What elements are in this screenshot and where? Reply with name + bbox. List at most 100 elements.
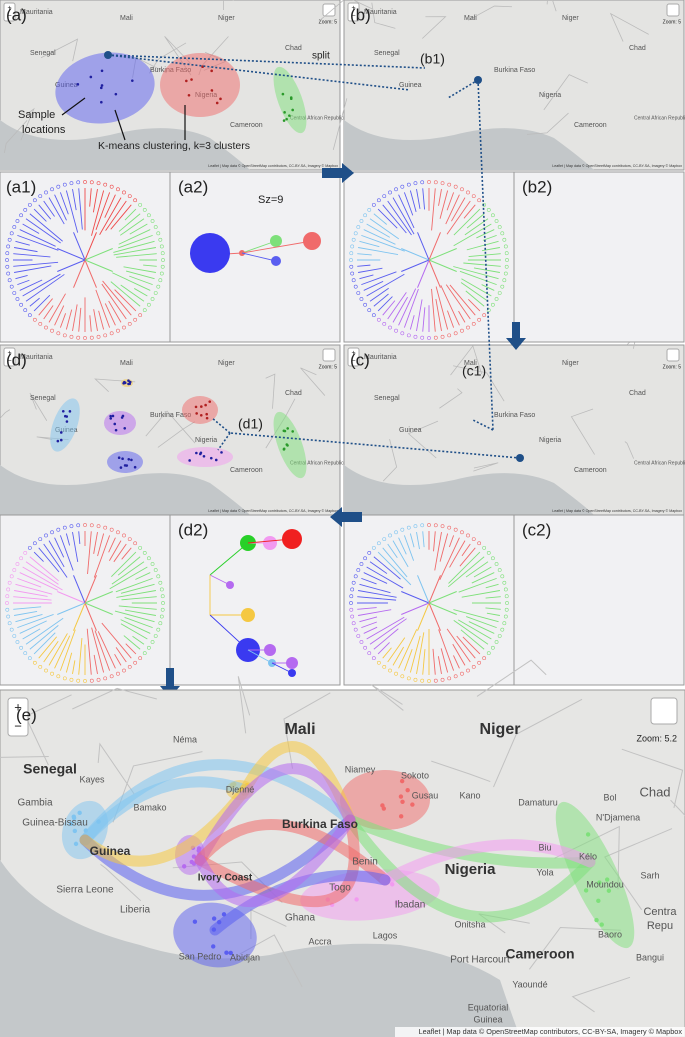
tree-leaf [56, 674, 61, 679]
tree-branch [373, 556, 401, 580]
place-name: Kayes [79, 774, 105, 784]
sample-point [289, 97, 293, 101]
layers-control[interactable] [650, 697, 678, 725]
place-name: Abidjan [230, 952, 260, 962]
tree-branch [445, 284, 471, 320]
place-name: Ibadan [395, 900, 426, 911]
tree-branch [422, 188, 426, 210]
tree-branch [417, 575, 430, 604]
tree-leaf [142, 550, 147, 555]
tree-branch [473, 267, 500, 273]
tree-branch [448, 535, 455, 548]
sample-point [400, 799, 405, 804]
sample-point [283, 111, 286, 114]
tree-branch [25, 274, 65, 302]
tree-branch [59, 535, 74, 571]
cluster-node [264, 644, 276, 656]
tree-leaf [351, 237, 356, 242]
tree-branch [84, 259, 113, 272]
tree-branch [73, 232, 86, 261]
link-arrow [447, 79, 479, 99]
cluster-region [160, 53, 240, 117]
tree-leaf [353, 284, 358, 289]
tree-leaf [89, 523, 94, 528]
sample-point [604, 877, 610, 882]
tree-branch [387, 637, 406, 663]
tree-branch [110, 281, 141, 307]
tree-leaf [494, 640, 499, 644]
tree-branch [392, 197, 415, 235]
tree-branch [25, 617, 64, 645]
tree-leaf [367, 651, 372, 656]
zoom-in[interactable]: + [14, 699, 22, 714]
tree-leaf [497, 634, 502, 638]
zoom-level: Zoom: 5 [319, 19, 338, 25]
sample-point [205, 416, 209, 420]
tree-branch [459, 547, 476, 567]
tree-branch [73, 602, 86, 631]
sample-point [65, 415, 69, 418]
zoom-in: + [351, 350, 355, 357]
tree-branch [409, 190, 417, 213]
place-name: Mali [464, 15, 477, 22]
tree-branch [465, 290, 485, 307]
tree-leaf [109, 184, 114, 189]
tree-branch [104, 303, 116, 326]
tree-leaf [56, 331, 61, 336]
tree-leaf [89, 678, 94, 683]
tree-leaf [50, 328, 54, 333]
tree-branch [113, 543, 127, 563]
place-name: Burkina Faso [282, 817, 358, 831]
migration-arc [194, 814, 356, 908]
tree-branch [422, 307, 426, 332]
tree-branch [401, 248, 430, 261]
link-arrow [229, 432, 521, 459]
zoom-out[interactable]: − [14, 718, 22, 733]
tree-branch [117, 234, 153, 249]
sample-point [291, 108, 294, 112]
tree-leaf [460, 187, 464, 192]
border [528, 926, 621, 970]
border [609, 12, 649, 42]
tree-leaf [453, 674, 458, 679]
tree-branch [72, 532, 79, 562]
tree-leaf [76, 678, 81, 683]
tree-branch [84, 602, 113, 615]
tree-branch [102, 280, 132, 316]
tree-branch [451, 197, 466, 222]
tree-leaf [420, 335, 425, 340]
place-name: Mali [120, 360, 133, 367]
sample-point [133, 465, 137, 469]
migration-arc [344, 814, 596, 869]
tree-branch [357, 596, 397, 601]
border [382, 439, 398, 482]
tree-branch [57, 591, 86, 604]
tree-leaf [62, 333, 67, 338]
tree-branch [466, 616, 497, 629]
tree-leaf [453, 331, 458, 336]
tree-leaf [153, 225, 158, 229]
tree-leaf [350, 244, 355, 249]
tree-leaf [420, 180, 425, 185]
cluster-node [303, 232, 321, 250]
tree-branch [29, 213, 63, 242]
tree-leaf [83, 523, 87, 527]
ocean [0, 860, 520, 1037]
tree-branch [401, 591, 430, 604]
tree-leaf [500, 231, 505, 236]
tree-leaf [371, 656, 376, 661]
tree-leaf [6, 614, 11, 619]
tree-branch [447, 556, 485, 588]
tree-leaf [158, 237, 163, 242]
border [145, 410, 196, 444]
sample-point [208, 400, 212, 403]
tree-leaf [382, 664, 387, 669]
tree-leaf [5, 601, 9, 605]
tree-branch [143, 264, 157, 267]
tree-leaf [89, 335, 94, 340]
tree-leaf [76, 523, 81, 528]
tree-leaf [109, 527, 114, 532]
tree-branch [135, 572, 151, 580]
tree-branch [461, 543, 471, 557]
tree-leaf [471, 664, 476, 669]
